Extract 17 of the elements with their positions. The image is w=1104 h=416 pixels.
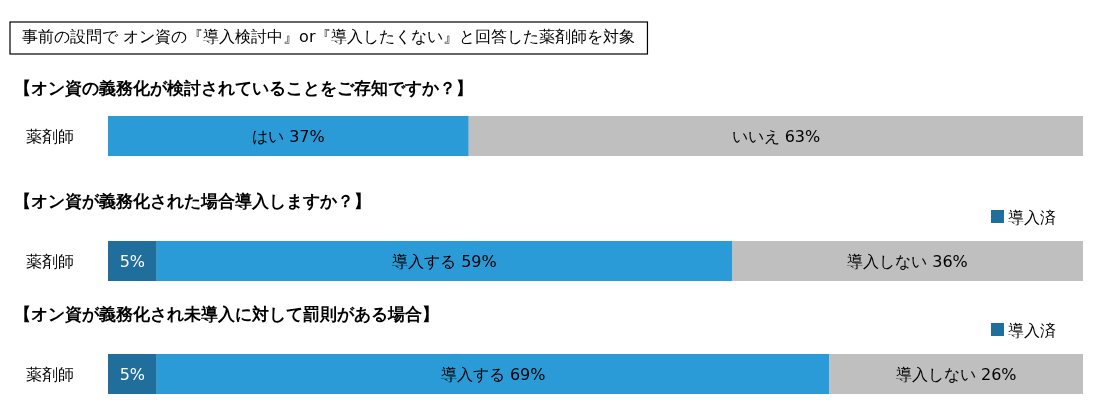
chart-title: 【オン資の義務化が検討されていることをご存知ですか？】 <box>14 78 473 98</box>
data-label: はい 37% <box>252 127 325 146</box>
data-label: 5% <box>119 365 146 384</box>
chart-title: 【オン資が義務化され未導入に対して罰則がある場合】 <box>14 304 439 324</box>
y-tick-label: 薬剤師 <box>26 252 74 271</box>
data-label: 導入する 59% <box>392 252 497 271</box>
text: 事前の設問で オン資の『導入検討中』or『導入したくない』と回答した薬剤師を対象 <box>22 27 636 46</box>
data-label: 導入しない 26% <box>895 365 1017 384</box>
data-label: 5% <box>119 252 146 271</box>
y-tick-label: 薬剤師 <box>26 365 74 384</box>
data-label: いいえ 63% <box>731 127 821 146</box>
data-label: 導入しない 36% <box>847 252 968 271</box>
chart-title: 【オン資が義務化された場合導入しますか？】 <box>14 191 371 211</box>
data-label: 導入する 69% <box>440 365 546 384</box>
legend-label: 導入済 <box>1008 321 1056 340</box>
legend-label: 導入済 <box>1008 208 1056 227</box>
y-tick-label: 薬剤師 <box>26 127 74 146</box>
